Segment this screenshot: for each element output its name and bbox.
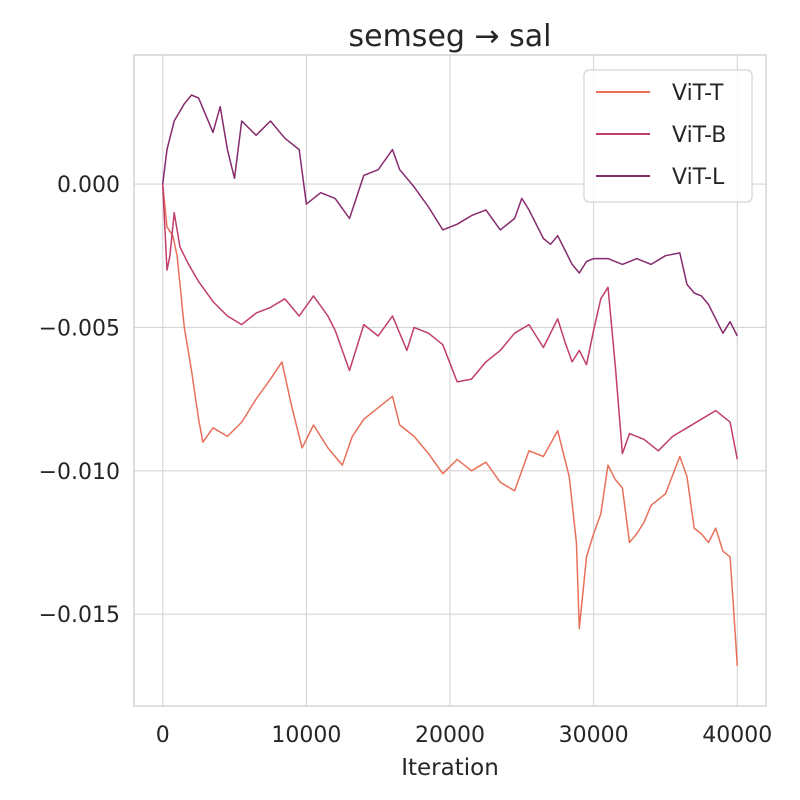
legend-label-vit-b: ViT-B (672, 123, 726, 148)
x-tick-label: 30000 (559, 723, 629, 748)
y-tick-label: −0.010 (39, 460, 120, 485)
y-tick-label: 0.000 (57, 173, 120, 198)
legend-box (583, 69, 753, 203)
series-layer (161, 94, 739, 666)
tick-label-layer: 0 10000 20000 30000 40000 0.000 −0.005 −0.010 −0… (39, 173, 773, 748)
y-tick-label: −0.015 (39, 603, 120, 628)
legend-label-vit-l: ViT-L (672, 165, 725, 190)
plot-frame (133, 54, 767, 707)
chart-title: semseg → sal (349, 19, 552, 54)
series-line-vit-t (161, 184, 739, 666)
y-tick-label: −0.005 (39, 316, 120, 341)
legend: ViT-T ViT-B ViT-L (583, 69, 753, 203)
x-tick-label: 40000 (702, 723, 772, 748)
series-line-vit-b (161, 184, 739, 460)
x-tick-label: 10000 (271, 723, 341, 748)
x-axis-title: Iteration (401, 755, 499, 781)
series-line-vit-l (161, 94, 738, 337)
legend-label-vit-t: ViT-T (672, 81, 724, 106)
x-tick-label: 0 (156, 723, 170, 748)
x-tick-label: 20000 (415, 723, 485, 748)
